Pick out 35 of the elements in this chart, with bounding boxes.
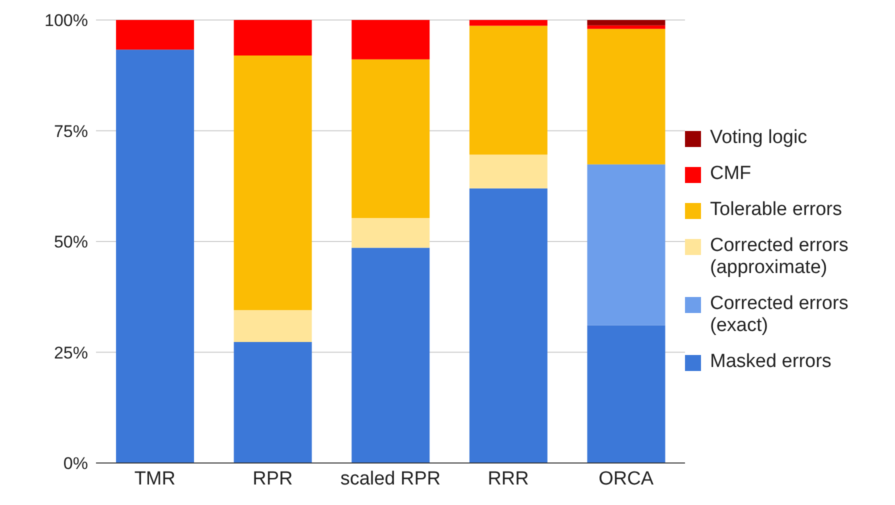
y-tick-label: 0% — [63, 454, 88, 474]
x-tick-label: RPR — [252, 468, 293, 490]
x-tick-label: ORCA — [598, 468, 654, 490]
legend-label: CMF — [710, 162, 752, 184]
x-tick-label: scaled RPR — [340, 468, 441, 490]
bar — [234, 20, 312, 56]
y-tick-label: 25% — [54, 343, 88, 362]
bar — [234, 55, 312, 310]
bar — [234, 310, 312, 342]
y-tick-label: 50% — [54, 232, 88, 252]
bar — [587, 164, 666, 326]
bar — [587, 325, 666, 463]
x-tick-label: TMR — [134, 468, 176, 490]
bar — [469, 20, 548, 26]
y-tick-label: 75% — [54, 122, 88, 141]
bar — [587, 20, 666, 26]
bar — [469, 188, 548, 463]
bar — [116, 20, 194, 50]
legend-label: Corrected errors (exact) — [710, 292, 850, 336]
y-tick-label: 100% — [44, 11, 88, 30]
bar — [587, 28, 666, 164]
bar — [469, 154, 548, 188]
bar — [116, 50, 194, 463]
legend-label: Corrected errors (approximate) — [710, 234, 850, 278]
bar — [352, 218, 430, 248]
bar — [352, 248, 430, 463]
legend-label: Voting logic — [710, 126, 808, 148]
bar — [352, 20, 430, 60]
x-tick-label: RRR — [488, 468, 529, 490]
bar — [587, 25, 666, 29]
bar — [469, 26, 548, 155]
bar — [352, 59, 430, 218]
bar — [234, 342, 312, 463]
legend-label: Masked errors — [710, 350, 832, 372]
legend-label: Tolerable errors — [710, 198, 842, 220]
